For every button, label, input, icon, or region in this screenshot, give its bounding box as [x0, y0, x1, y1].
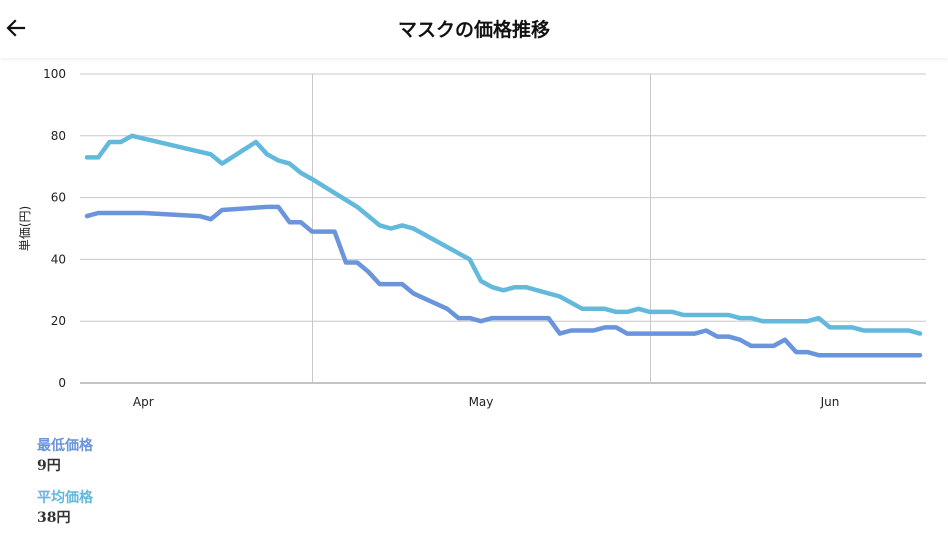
y-tick-label: 60	[51, 191, 66, 205]
price-chart: 0 20 40 60 80 100 Apr May Jun 単価(円)	[18, 67, 926, 409]
y-axis-label: 単価(円)	[18, 206, 32, 251]
avg-price-label: 平均価格	[37, 490, 93, 506]
labels: 0 20 40 60 80 100 Apr May Jun 単価(円)	[18, 67, 839, 409]
avg-price-line	[84, 133, 923, 336]
x-tick-label: Apr	[133, 395, 154, 409]
min-price-line	[84, 204, 923, 358]
y-tick-label: 100	[43, 67, 66, 81]
min-price-label: 最低価格	[37, 438, 93, 454]
arrow-left-icon[interactable]	[4, 14, 28, 42]
y-tick-label: 40	[51, 252, 66, 266]
avg-price-value: 38円	[37, 510, 71, 526]
header: マスクの価格推移	[0, 0, 948, 58]
price-stats: 最低価格 9円 平均価格 38円	[37, 436, 93, 540]
page-title: マスクの価格推移	[397, 19, 550, 41]
y-tick-label: 20	[51, 314, 66, 328]
y-tick-label: 0	[58, 376, 66, 390]
x-tick-label: Jun	[820, 395, 840, 409]
grid	[80, 73, 926, 384]
min-price-value: 9円	[37, 458, 61, 474]
y-tick-label: 80	[51, 129, 66, 143]
x-tick-label: May	[469, 395, 494, 409]
series	[84, 133, 923, 358]
